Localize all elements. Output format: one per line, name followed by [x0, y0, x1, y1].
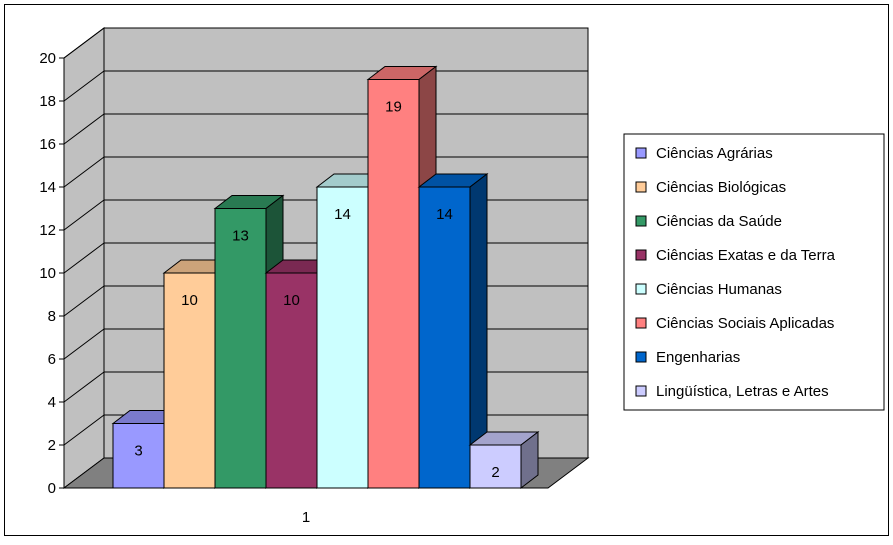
legend-label: Lingüística, Letras e Artes: [656, 383, 829, 400]
data-label: 13: [232, 228, 249, 245]
data-label: 14: [334, 206, 351, 223]
bar-front: [316, 186, 369, 489]
bar-front: [418, 186, 471, 489]
gridline-side: [63, 328, 105, 360]
legend-label: Ciências Agrárias: [656, 145, 773, 162]
data-label: 19: [385, 99, 402, 116]
legend-box: [623, 133, 885, 411]
legend-label: Engenharias: [656, 349, 740, 366]
y-tick-label: 20: [39, 50, 56, 67]
bar: [417, 172, 489, 490]
legend-swatch: [635, 385, 647, 397]
data-label: 3: [134, 443, 142, 460]
y-tick-label: 18: [39, 93, 56, 110]
gridline-side: [63, 242, 105, 274]
legend-label: Ciências Humanas: [656, 281, 782, 298]
gridline-side: [63, 27, 105, 59]
bar-side: [520, 430, 539, 490]
gridline-side: [63, 199, 105, 231]
legend-swatch: [635, 283, 647, 295]
data-label: 14: [436, 206, 453, 223]
bar-front: [367, 79, 420, 489]
x-category-label: 1: [302, 509, 310, 526]
gridline-side: [63, 156, 105, 188]
bar: [366, 65, 438, 490]
y-tick-label: 4: [48, 394, 56, 411]
y-tick-label: 0: [48, 480, 56, 497]
data-label: 10: [181, 292, 198, 309]
legend-label: Ciências da Saúde: [656, 213, 782, 230]
gridline-side: [63, 70, 105, 102]
y-tick-label: 8: [48, 308, 56, 325]
y-tick-label: 16: [39, 136, 56, 153]
legend-swatch: [635, 147, 647, 159]
legend-swatch: [635, 215, 647, 227]
data-label: 2: [491, 464, 499, 481]
y-tick-label: 6: [48, 351, 56, 368]
bar-front: [214, 208, 267, 489]
gridline-side: [63, 113, 105, 145]
legend-swatch: [635, 317, 647, 329]
legend-label: Ciências Exatas e da Terra: [656, 247, 836, 264]
legend-label: Ciências Sociais Aplicadas: [656, 315, 834, 332]
legend-swatch: [635, 249, 647, 261]
bar-front: [265, 272, 318, 489]
legend-label: Ciências Biológicas: [656, 179, 786, 196]
y-tick-label: 10: [39, 265, 56, 282]
gridline-side: [63, 371, 105, 403]
y-tick-label: 2: [48, 437, 56, 454]
y-tick-label: 12: [39, 222, 56, 239]
bar-front: [469, 444, 522, 489]
bar: [468, 430, 540, 490]
legend-swatch: [635, 351, 647, 363]
data-label: 10: [283, 292, 300, 309]
gridline-side: [63, 285, 105, 317]
legend-swatch: [635, 181, 647, 193]
y-tick-label: 14: [39, 179, 56, 196]
gridline-side: [63, 414, 105, 446]
